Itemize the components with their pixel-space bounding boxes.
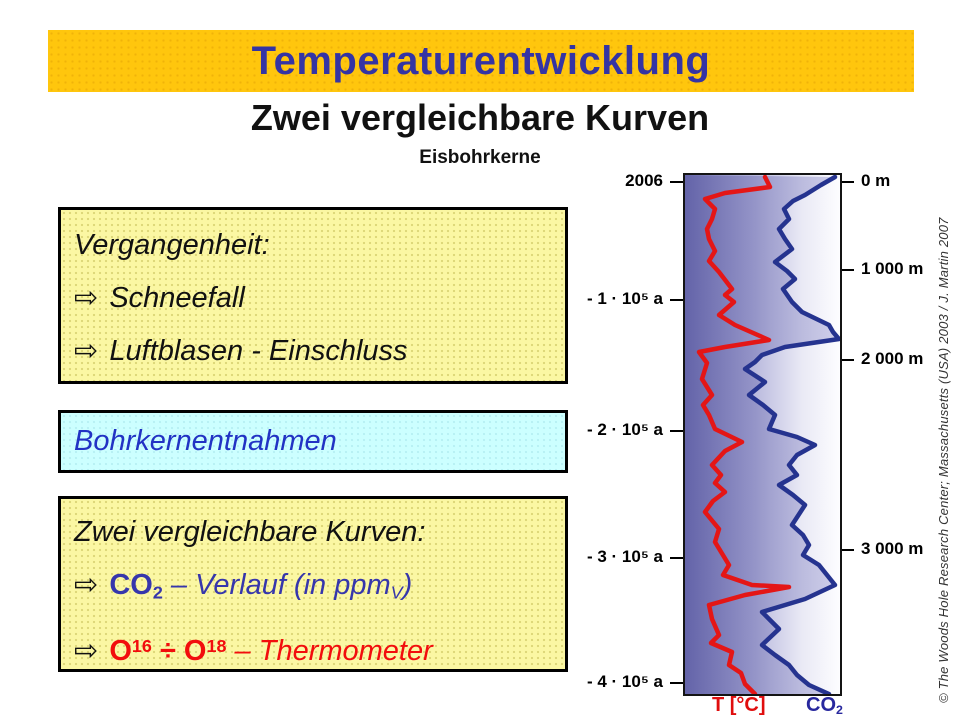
drilling-box-label: Bohrkernentnahmen bbox=[74, 425, 337, 457]
curves-box-co2-line: ⇨ CO2 – Verlauf (in ppmV) bbox=[74, 559, 565, 619]
right-axis-tick bbox=[842, 181, 854, 183]
left-axis-tick-label: - 2 · 10⁵ a bbox=[586, 420, 663, 439]
past-item-label: Schneefall bbox=[109, 282, 245, 314]
slide-subtitle: Zwei vergleichbare Kurven bbox=[250, 97, 710, 138]
left-axis-tick bbox=[670, 682, 683, 684]
page-title: Temperaturentwicklung bbox=[251, 38, 711, 83]
curves-box-heading: Zwei vergleichbare Kurven: bbox=[74, 516, 426, 548]
past-box-heading: Vergangenheit: bbox=[74, 229, 270, 261]
arrow-right-icon: ⇨ bbox=[74, 282, 99, 314]
arrow-right-icon: ⇨ bbox=[74, 569, 99, 601]
arrow-right-icon: ⇨ bbox=[74, 634, 99, 667]
right-axis-tick bbox=[842, 549, 854, 551]
co2-formula: CO2 – Verlauf (in ppmV) bbox=[109, 569, 413, 603]
drilling-box: Bohrkernentnahmen bbox=[58, 410, 568, 473]
right-axis-tick-label: 2 000 m bbox=[861, 349, 924, 368]
right-axis-tick bbox=[842, 269, 854, 271]
right-axis-tick bbox=[842, 359, 854, 361]
oxygen-formula: O16 ÷ O18 – Thermometer bbox=[109, 634, 433, 667]
past-item-label: Luftblasen - Einschluss bbox=[109, 335, 408, 367]
left-axis-tick-label: - 4 · 10⁵ a bbox=[586, 672, 663, 691]
left-axis-tick-label: - 3 · 10⁵ a bbox=[586, 547, 663, 566]
right-axis-tick-label: 0 m bbox=[861, 171, 891, 190]
co2-axis-label: CO2 bbox=[806, 694, 843, 718]
copyright-text: © The Woods Hole Research Center; Massac… bbox=[936, 217, 951, 703]
left-axis-tick-label: 2006 bbox=[625, 171, 663, 190]
chart-caption: Eisbohrkerne bbox=[419, 147, 541, 168]
title-bar: Temperaturentwicklung bbox=[48, 30, 914, 92]
temperature-axis-label: T [°C] bbox=[712, 694, 766, 716]
past-box-item-schneefall: ⇨ Schneefall bbox=[74, 272, 565, 325]
curves-box: Zwei vergleichbare Kurven: ⇨ CO2 – Verlau… bbox=[58, 496, 568, 672]
left-axis-tick bbox=[670, 181, 683, 183]
past-box: Vergangenheit: ⇨ Schneefall ⇨ Luftblasen -… bbox=[58, 207, 568, 384]
left-axis-tick-label: - 1 · 10⁵ a bbox=[586, 289, 663, 308]
ice-core-plot-svg bbox=[685, 175, 840, 694]
right-axis-tick-label: 1 000 m bbox=[861, 259, 924, 278]
left-axis-tick bbox=[670, 557, 683, 559]
ice-core-chart: 2006 - 1 · 10⁵ a - 2 · 10⁵ a - 3 · 10⁵ a - 4… bbox=[587, 171, 923, 696]
curves-box-oxygen-line: ⇨ O16 ÷ O18 – Thermometer bbox=[74, 619, 565, 677]
right-axis-tick-label: 3 000 m bbox=[861, 539, 924, 558]
past-box-item-luftblasen: ⇨ Luftblasen - Einschluss bbox=[74, 325, 565, 378]
left-axis-tick bbox=[670, 430, 683, 432]
arrow-right-icon: ⇨ bbox=[74, 335, 99, 367]
left-axis-tick bbox=[670, 299, 683, 301]
